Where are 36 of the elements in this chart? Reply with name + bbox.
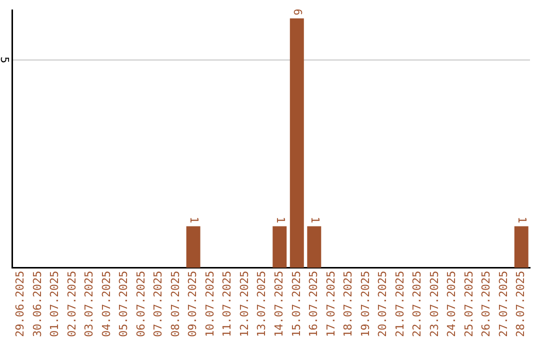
x-tick-label: 19.07.2025 (358, 270, 372, 338)
x-tick-label: 01.07.2025 (48, 270, 62, 338)
x-tick-label: 04.07.2025 (100, 270, 113, 338)
x-tick-label: 21.07.2025 (393, 270, 406, 338)
x-tick-label: 24.07.2025 (445, 270, 458, 338)
x-tick-label: 06.07.2025 (134, 270, 148, 338)
data-label: 1 (516, 216, 529, 224)
x-tick-label: 22.07.2025 (410, 270, 424, 338)
x-tick-label: 18.07.2025 (342, 270, 355, 338)
x-tick-label: 26.07.2025 (480, 270, 493, 338)
x-tick-label: 14.07.2025 (272, 270, 286, 338)
x-tick-label: 25.07.2025 (462, 270, 476, 338)
x-tick-label: 27.07.2025 (496, 270, 510, 338)
x-tick-label: 08.07.2025 (168, 270, 182, 338)
x-tick-label: 10.07.2025 (203, 270, 216, 338)
x-tick-label: 30.06.2025 (30, 270, 44, 338)
data-label: 6 (291, 8, 304, 16)
x-tick-label: 16.07.2025 (307, 270, 320, 338)
x-tick-label: 13.07.2025 (255, 270, 268, 338)
x-tick-label: 20.07.2025 (376, 270, 390, 338)
x-tick-label: 28.07.2025 (514, 270, 528, 338)
data-label: 1 (274, 216, 287, 224)
x-tick-label: 23.07.2025 (428, 270, 441, 338)
x-tick-label: 29.06.2025 (13, 270, 26, 338)
x-tick-label: 11.07.2025 (220, 270, 234, 338)
x-tick-label: 15.07.2025 (290, 270, 303, 338)
data-label: 1 (187, 216, 200, 224)
x-tick-label: 02.07.2025 (65, 270, 78, 338)
y-tick-label: 5 (0, 56, 12, 64)
data-label: 1 (308, 216, 322, 224)
x-tick-label: 07.07.2025 (152, 270, 165, 338)
x-tick-label: 12.07.2025 (238, 270, 251, 338)
x-tick-label: 09.07.2025 (186, 270, 200, 338)
x-tick-label: 05.07.2025 (117, 270, 130, 338)
x-tick-label: 03.07.2025 (82, 270, 96, 338)
x-tick-label: 17.07.2025 (324, 270, 338, 338)
